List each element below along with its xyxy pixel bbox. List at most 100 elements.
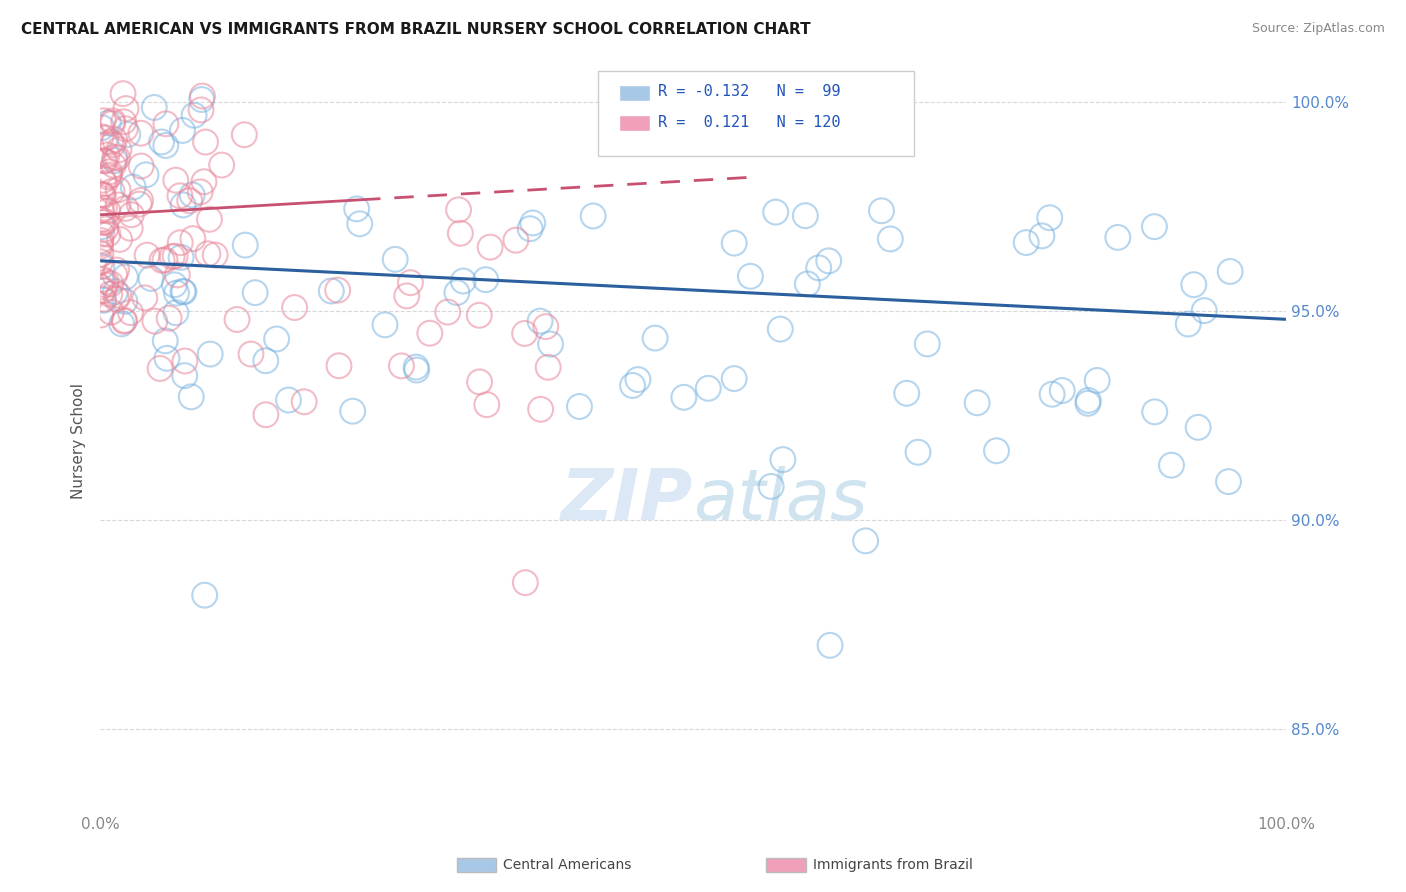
Point <box>117 128 139 142</box>
Point <box>534 319 557 334</box>
Point <box>529 314 551 328</box>
Point <box>100 135 122 149</box>
Point <box>98 168 121 182</box>
Point <box>181 187 204 202</box>
Point <box>90 308 112 322</box>
Point <box>855 533 877 548</box>
Point <box>153 253 176 268</box>
Point <box>451 274 474 288</box>
Point <box>568 400 591 414</box>
Point <box>98 165 121 179</box>
Point <box>115 102 138 116</box>
Point <box>522 216 544 230</box>
Point <box>101 116 124 130</box>
Point <box>449 227 471 241</box>
Point <box>239 347 262 361</box>
Point <box>515 575 537 590</box>
Point <box>91 284 114 298</box>
Point <box>98 287 121 301</box>
Point <box>120 221 142 235</box>
Point <box>97 116 120 130</box>
Point <box>94 153 117 168</box>
Point <box>896 386 918 401</box>
Point <box>188 185 211 199</box>
Point <box>91 219 114 234</box>
Point <box>284 301 307 315</box>
Point <box>122 180 145 194</box>
Point <box>479 240 502 254</box>
Point <box>90 120 112 135</box>
Point <box>165 286 187 301</box>
Point <box>143 314 166 328</box>
Point <box>165 173 187 187</box>
Point <box>277 392 299 407</box>
Point <box>384 252 406 267</box>
Point <box>807 260 830 275</box>
Point <box>169 235 191 250</box>
Point <box>104 132 127 146</box>
Point <box>174 354 197 368</box>
Point <box>1077 396 1099 410</box>
Point <box>468 308 491 322</box>
Point <box>94 222 117 236</box>
Point <box>233 238 256 252</box>
Point <box>505 233 527 247</box>
Text: Immigrants from Brazil: Immigrants from Brazil <box>813 858 973 872</box>
Point <box>103 158 125 172</box>
Point <box>114 269 136 284</box>
Point <box>90 280 112 294</box>
Point <box>180 390 202 404</box>
Point <box>172 198 194 212</box>
Point <box>91 216 114 230</box>
Point <box>1218 475 1240 489</box>
Text: Source: ZipAtlas.com: Source: ZipAtlas.com <box>1251 22 1385 36</box>
Point <box>740 269 762 284</box>
Point <box>723 371 745 385</box>
Point <box>1143 219 1166 234</box>
Point <box>346 202 368 216</box>
Y-axis label: Nursery School: Nursery School <box>72 383 86 499</box>
Point <box>446 285 468 300</box>
Point <box>1107 230 1129 244</box>
Point <box>129 159 152 173</box>
Point <box>114 294 136 309</box>
Point <box>105 263 128 277</box>
Point <box>191 89 214 103</box>
Point <box>697 381 720 395</box>
Point <box>90 247 112 261</box>
Point <box>194 135 217 149</box>
Point <box>1039 211 1062 225</box>
Point <box>114 313 136 327</box>
Point <box>129 126 152 140</box>
Point <box>266 332 288 346</box>
Point <box>155 334 177 348</box>
Point <box>1050 384 1073 398</box>
Point <box>582 209 605 223</box>
Point <box>112 314 135 328</box>
Point <box>94 177 117 191</box>
Point <box>101 114 124 128</box>
Point <box>173 368 195 383</box>
Point <box>1160 458 1182 473</box>
Point <box>1177 317 1199 331</box>
Point <box>204 248 226 262</box>
Point <box>1085 374 1108 388</box>
Point <box>627 373 650 387</box>
Point <box>447 202 470 217</box>
Point <box>89 254 111 268</box>
Point <box>1031 228 1053 243</box>
Point <box>181 232 204 246</box>
Point <box>419 326 441 341</box>
Point <box>474 273 496 287</box>
Point <box>157 311 180 326</box>
Point <box>94 131 117 145</box>
Point <box>769 322 792 336</box>
Point <box>120 208 142 222</box>
Point <box>179 194 201 208</box>
Point <box>172 123 194 137</box>
Point <box>193 175 215 189</box>
Point <box>93 153 115 168</box>
Point <box>90 187 112 202</box>
Point <box>190 93 212 107</box>
Point <box>108 232 131 246</box>
